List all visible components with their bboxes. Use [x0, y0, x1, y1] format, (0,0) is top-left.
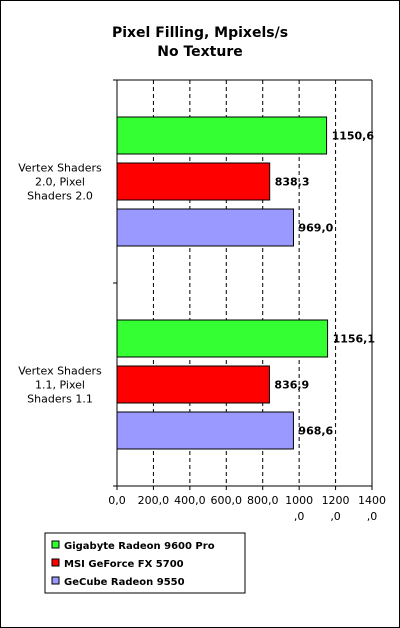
chart-title: Pixel Filling, Mpixels/s [112, 25, 288, 41]
category-label: 2.0, Pixel [35, 176, 85, 189]
legend-label: MSI GeForce FX 5700 [64, 559, 184, 570]
x-tick-label: 400,0 [174, 494, 206, 507]
bars [116, 116, 329, 450]
bar [116, 116, 328, 155]
data-label: 969,0 [298, 222, 333, 235]
x-tick-label: 1200 [322, 494, 350, 507]
x-tick-label: ,0 [367, 510, 378, 523]
data-label: 1150,6 [332, 130, 375, 143]
bar [116, 411, 294, 450]
category-label: Shaders 1.1 [27, 393, 93, 406]
legend-box [44, 532, 246, 594]
category-label: 1.1, Pixel [35, 379, 85, 392]
data-label: 1156,1 [333, 333, 375, 346]
data-labels: 1150,6 838,3 969,0 1156,1 836,9 968,6 [274, 130, 375, 438]
x-tick-label: 1000 [285, 494, 313, 507]
category-label: Vertex Shaders [18, 162, 102, 175]
category-label: Shaders 2.0 [27, 190, 93, 203]
legend: Gigabyte Radeon 9600 Pro MSI GeForce FX 5… [44, 532, 246, 594]
category-label: Vertex Shaders [18, 365, 102, 378]
data-label: 836,9 [274, 379, 309, 392]
x-tick-label: 0,0 [108, 494, 126, 507]
x-tick-label: ,0 [330, 510, 341, 523]
data-label: 968,6 [298, 425, 333, 438]
data-label: 838,3 [275, 176, 310, 189]
legend-swatch [51, 558, 60, 567]
bar [116, 162, 271, 201]
x-tick-label: 200,0 [138, 494, 170, 507]
bar [116, 208, 294, 247]
bar [116, 365, 270, 404]
x-tick-label: 600,0 [211, 494, 243, 507]
legend-label: GeCube Radeon 9550 [64, 577, 185, 588]
x-tick-label: 1400 [358, 494, 386, 507]
chart-subtitle: No Texture [157, 44, 242, 60]
legend-swatch [51, 576, 60, 585]
x-tick-label: ,0 [294, 510, 305, 523]
x-tick-label: 800,0 [247, 494, 279, 507]
bar [116, 319, 329, 358]
legend-label: Gigabyte Radeon 9600 Pro [64, 541, 215, 552]
legend-swatch [51, 540, 60, 549]
